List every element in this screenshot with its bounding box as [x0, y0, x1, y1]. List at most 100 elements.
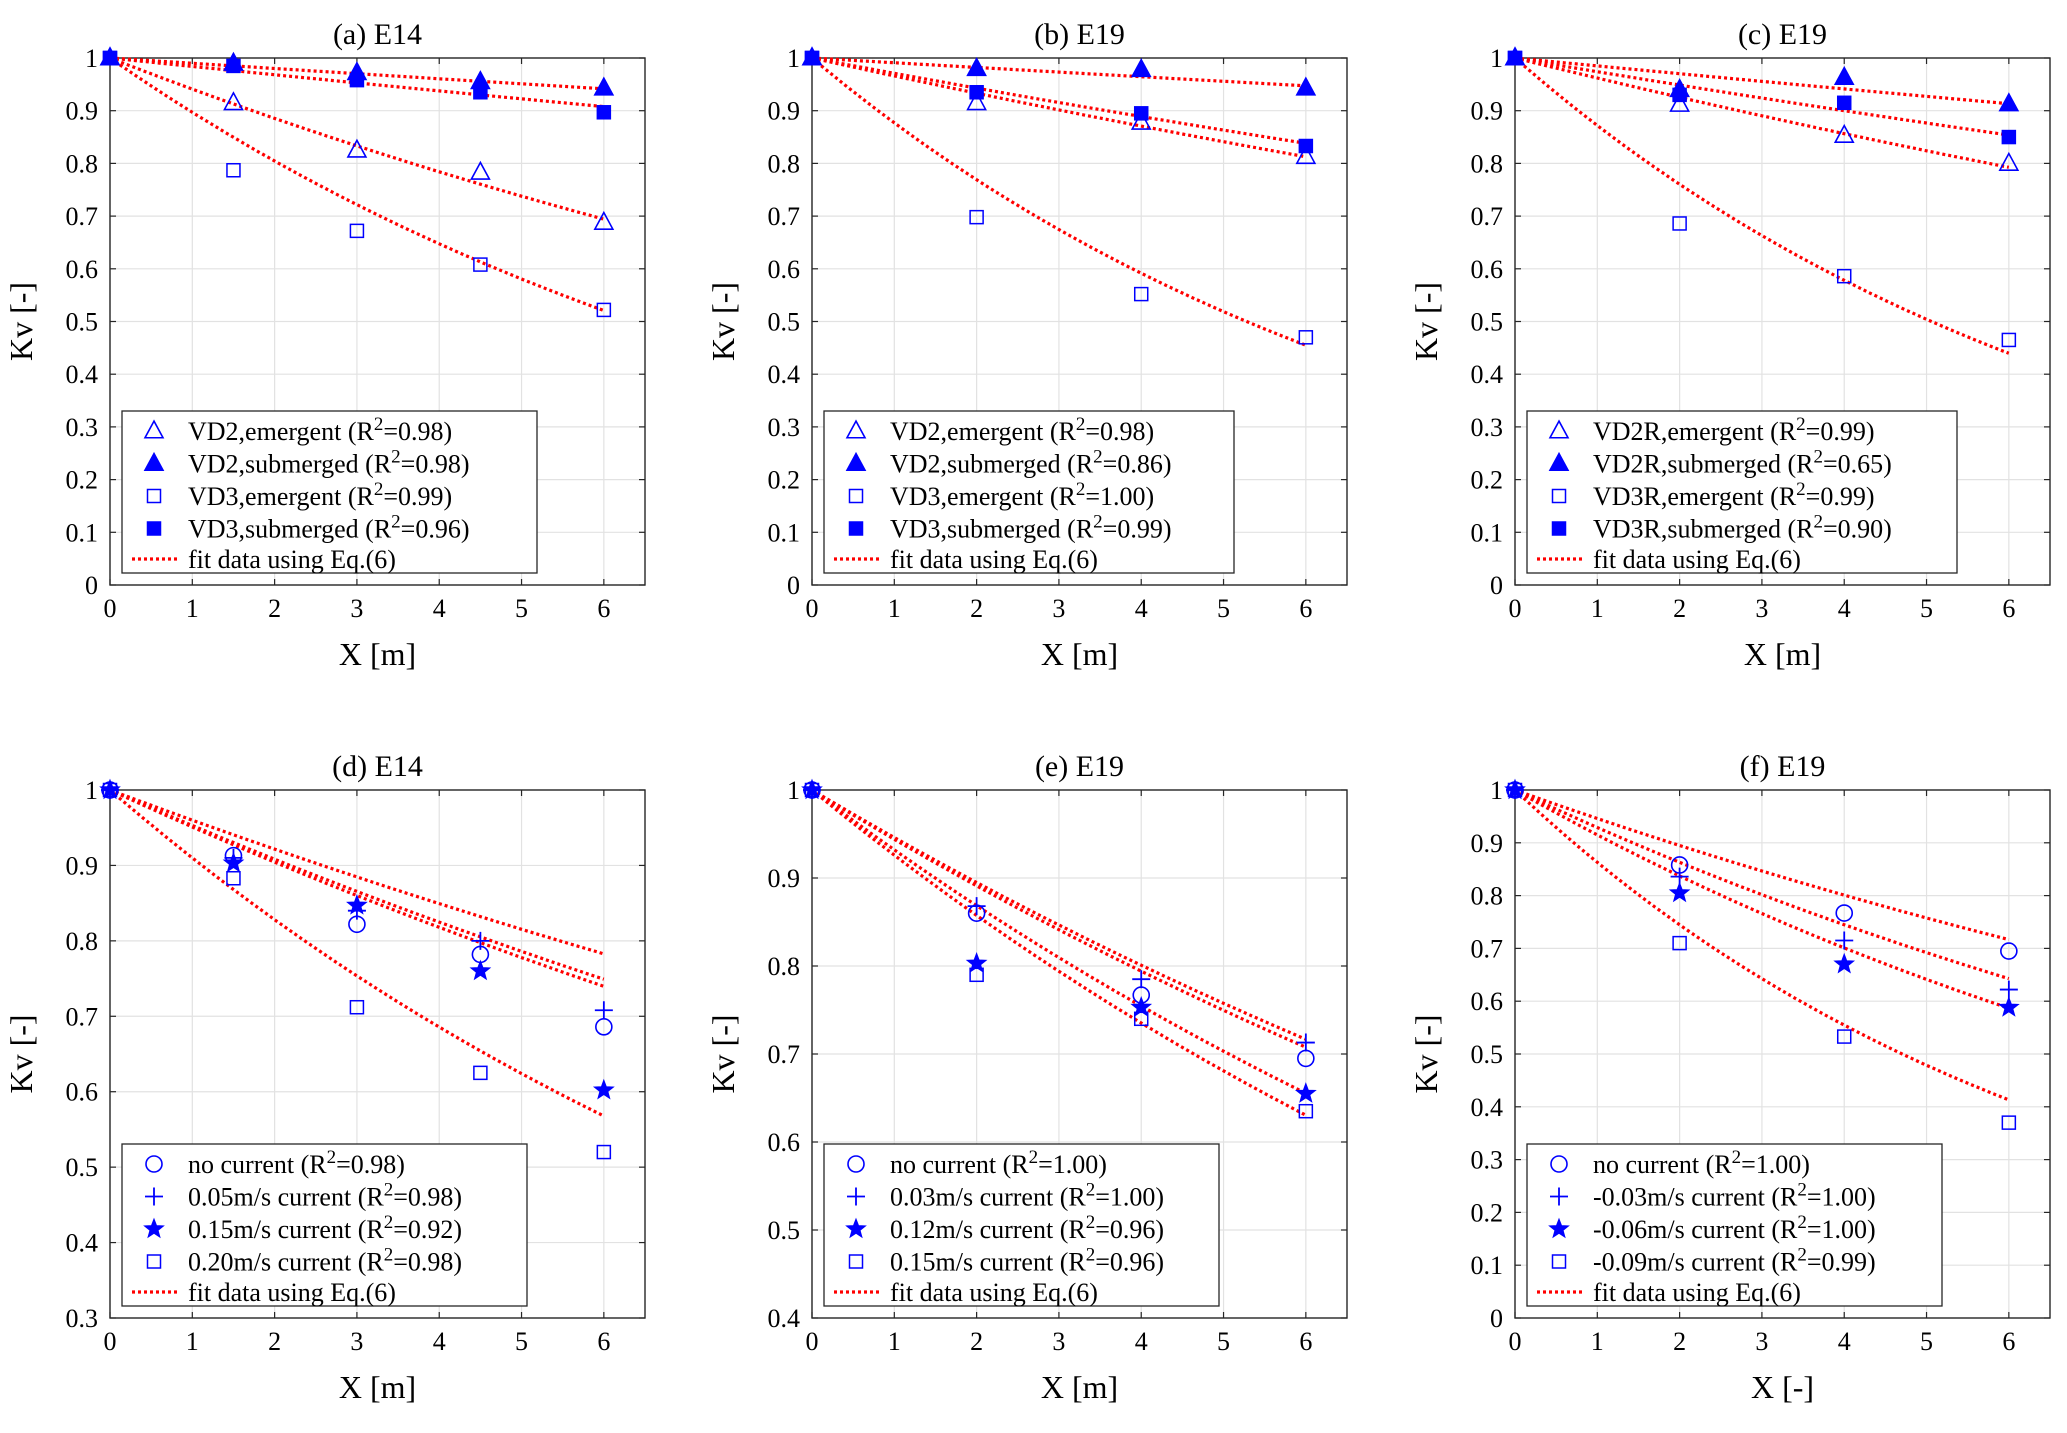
legend-entry-rest: =1.00)	[1085, 482, 1154, 511]
x-tick-label: 5	[1920, 1327, 1933, 1356]
y-tick-label: 0.4	[1471, 360, 1504, 389]
x-tick-label: 3	[1755, 594, 1768, 623]
data-point	[2001, 332, 2017, 348]
y-tick-label: 0	[1490, 1304, 1503, 1333]
legend-entry-rest: =0.98)	[336, 1150, 405, 1179]
data-point	[969, 209, 984, 225]
legend-entry-rest: =0.96)	[1095, 1248, 1164, 1277]
x-tick-label: 3	[350, 594, 363, 623]
y-tick-label: 1	[1490, 44, 1503, 73]
chart-title: (a) E14	[333, 18, 422, 51]
legend-entry-rest: =0.99)	[1807, 1248, 1876, 1277]
y-tick-label: 0.2	[768, 466, 801, 495]
y-tick-label: 0.7	[768, 1040, 801, 1069]
data-point	[804, 50, 820, 66]
legend-entry-rest: =0.98)	[383, 417, 452, 446]
legend-marker	[1548, 419, 1570, 439]
fit-line	[811, 788, 1307, 1041]
x-tick-label: 5	[1920, 594, 1933, 623]
legend-marker	[145, 1155, 163, 1173]
y-tick-label: 0.4	[66, 360, 99, 389]
legend-entry: -0.03m/s current (R2=1.00)	[1593, 1180, 1876, 1212]
y-axis-label: Kv [-]	[1408, 1014, 1444, 1093]
data-point	[102, 782, 118, 798]
data-point	[1836, 95, 1852, 111]
y-tick-label: 0.7	[1471, 202, 1504, 231]
x-tick-label: 1	[888, 1327, 901, 1356]
x-tick-label: 4	[433, 594, 446, 623]
data-point	[967, 897, 986, 916]
legend-box	[1526, 1143, 1943, 1307]
legend: no current (R2=1.00)-0.03m/s current (R2…	[1526, 1143, 1943, 1307]
x-tick-label: 0	[1509, 1327, 1522, 1356]
x-tick-label: 5	[515, 1327, 528, 1356]
legend-marker	[847, 1155, 865, 1173]
superscript: 2	[384, 1180, 394, 1201]
y-tick-label: 0.9	[1471, 829, 1504, 858]
axes-box	[109, 57, 646, 586]
chart-panel: 0 1 2 3 4 5 6 0 0.1 0.2 0.3 0.4 0.5 0.6 0.7 0.8 0.9 1 (f) …	[1408, 750, 2051, 1405]
superscript: 2	[1093, 512, 1103, 533]
legend: VD2,emergent (R2=0.98)VD2,submerged (R2=…	[823, 410, 1235, 574]
legend-entry-rest: =1.00)	[1095, 1183, 1164, 1212]
x-tick-label: 2	[268, 1327, 281, 1356]
x-tick-label: 2	[1673, 1327, 1686, 1356]
data-point	[594, 1001, 613, 1020]
y-tick-label: 0	[85, 571, 98, 600]
data-point	[1836, 1029, 1852, 1044]
data-point	[1668, 881, 1691, 903]
y-tick-label: 0.8	[66, 927, 99, 956]
y-tick-label: 0.3	[1471, 413, 1504, 442]
data-point	[1507, 50, 1523, 66]
y-tick-label: 0.3	[66, 413, 99, 442]
chart-title: (f) E19	[1740, 750, 1826, 783]
axes-box	[1514, 57, 2051, 586]
legend-entry-rest: =1.00)	[1807, 1215, 1876, 1244]
superscript: 2	[1076, 479, 1086, 500]
y-tick-label: 0.4	[768, 1304, 801, 1333]
legend-box	[1526, 410, 1958, 574]
data-point	[1133, 1011, 1149, 1027]
legend-entry: 0.20m/s current (R2=0.98)	[188, 1245, 462, 1277]
legend-entry-rest: =0.96)	[401, 515, 470, 544]
data-point	[1295, 76, 1317, 96]
x-axis-label: X [-]	[1751, 1369, 1814, 1405]
fit-line	[1513, 788, 2010, 1102]
legend-box	[823, 1143, 1220, 1307]
data-point	[966, 56, 987, 77]
x-tick-label: 5	[1217, 1327, 1230, 1356]
fit-line	[811, 56, 1306, 88]
legend-entry-rest: =0.90)	[1823, 515, 1892, 544]
x-tick-label: 3	[350, 1327, 363, 1356]
data-point	[966, 91, 987, 111]
superscript: 2	[1814, 447, 1824, 468]
legend-box	[823, 410, 1235, 574]
y-tick-label: 0.5	[1471, 1040, 1504, 1069]
x-tick-label: 3	[1052, 1327, 1065, 1356]
data-point	[1130, 58, 1152, 78]
x-tick-label: 5	[1217, 594, 1230, 623]
fit-line	[810, 788, 1307, 1117]
legend-entry: -0.06m/s current (R2=1.00)	[1593, 1212, 1876, 1244]
data-point	[1833, 952, 1856, 974]
legend-entry: VD3,submerged (R2=0.96)	[188, 512, 470, 544]
x-tick-label: 2	[268, 594, 281, 623]
y-tick-label: 0.1	[1471, 1251, 1504, 1280]
chart-title: (e) E19	[1035, 750, 1124, 783]
x-tick-label: 6	[597, 1327, 610, 1356]
legend-entry-rest: =0.86)	[1103, 450, 1172, 479]
y-axis-label: Kv [-]	[3, 1014, 39, 1093]
x-tick-label: 6	[2002, 1327, 2015, 1356]
fit-line	[109, 56, 605, 221]
data-point	[1295, 144, 1317, 165]
data-point	[469, 959, 492, 981]
data-point	[226, 58, 241, 74]
x-tick-label: 0	[806, 594, 819, 623]
legend-entry-rest: =1.00)	[1807, 1183, 1876, 1212]
legend-entry: no current (R2=1.00)	[890, 1147, 1107, 1179]
y-tick-label: 0.7	[66, 1002, 99, 1031]
x-tick-label: 1	[186, 594, 199, 623]
fit-line	[1514, 788, 2010, 942]
legend: VD2,emergent (R2=0.98)VD2,submerged (R2=…	[121, 410, 538, 574]
